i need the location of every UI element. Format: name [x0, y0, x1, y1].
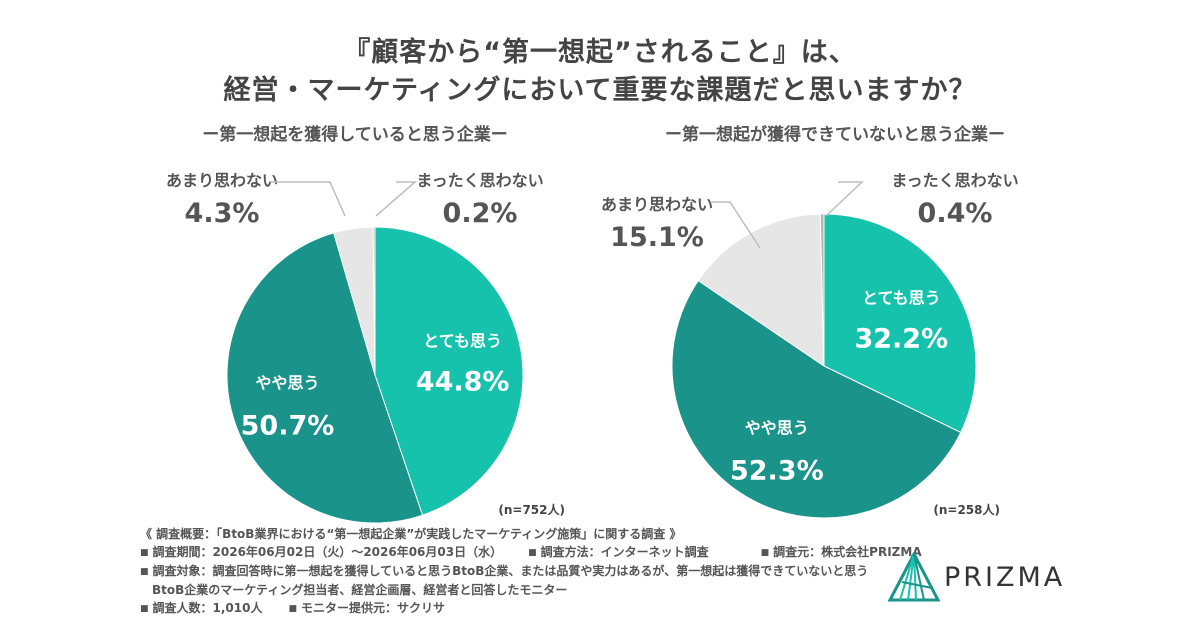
slice-value-not-much: 4.3% — [185, 198, 260, 229]
slice-label-not-much: あまり思わない — [601, 195, 713, 214]
survey-overview: 《 調査概要：「BtoB業界における“第一想起企業”が実践したマーケティング施策… — [140, 527, 682, 541]
slice-label-not-much: あまり思わない — [166, 171, 278, 190]
slice-label-somewhat: やや思う — [255, 374, 319, 393]
slice-value-very: 32.2% — [854, 324, 948, 355]
slice-value-not-much: 15.1% — [610, 222, 704, 253]
logo-text: PRIZMA — [944, 562, 1066, 593]
pie-slice-somewhat — [226, 232, 424, 524]
survey-row-target: ■ 調査対象：調査回答時に第一想起を獲得していると思うBtoB企業、または品質や実… — [140, 562, 880, 581]
slice-value-not-at-all: 0.4% — [918, 198, 993, 229]
chart-title: ー第一想起が獲得できていないと思う企業ー — [665, 124, 1005, 145]
slice-label-not-at-all: まったく思わない — [416, 171, 543, 190]
survey-method: 調査方法：インターネット調査 — [540, 545, 709, 559]
pie-slice-somewhat — [671, 279, 962, 519]
survey-row-count: ■ 調査人数：1,010人 ■ モニター提供元：サクリサ — [140, 599, 880, 618]
leader-line-not-at-all — [375, 181, 418, 217]
bullet-icon: ■ — [760, 548, 770, 558]
leader-line-not-much — [710, 201, 761, 249]
pie-chart-left: ー第一想起を獲得していると思う企業ーとても思う 44.8% やや思う 50.7% あまり… — [60, 118, 600, 528]
sample-size-note: (n=752人) — [498, 502, 565, 517]
leader-line-not-much — [270, 181, 346, 217]
slice-value-not-at-all: 0.2% — [443, 198, 518, 229]
bullet-icon: ■ — [140, 567, 149, 577]
pie-slice-very — [823, 213, 977, 434]
pie-slice-very — [374, 226, 524, 516]
prism-logo-icon — [888, 552, 940, 602]
sample-size-note: (n=258人) — [933, 502, 1000, 517]
leader-line-not-at-all — [825, 181, 864, 217]
slice-value-somewhat: 50.7% — [241, 411, 335, 442]
survey-source: 調査元：株式会社PRIZMA — [773, 545, 922, 559]
pie-slice-not-at-all — [372, 226, 376, 376]
slice-label-somewhat: やや思う — [745, 419, 809, 438]
bullet-icon: ■ — [140, 604, 149, 614]
pie-slice-not-at-all — [819, 213, 825, 367]
bullet-icon: ■ — [140, 548, 149, 558]
survey-count: 調査人数：1,010人 — [152, 601, 263, 615]
prizma-logo: PRIZMA — [888, 548, 1068, 608]
bullet-icon: ■ — [528, 548, 537, 558]
survey-row-period: ■ 調査期間：2026年06月02日（火）〜2026年06月03日（水） ■ 調査方法… — [140, 543, 922, 562]
survey-footer: 《 調査概要：「BtoB業界における“第一想起企業”が実践したマーケティング施策… — [140, 525, 922, 618]
survey-target-line-1: 調査対象：調査回答時に第一想起を獲得していると思うBtoB企業、または品質や実力… — [152, 564, 869, 578]
survey-provider: モニター提供元：サクリサ — [301, 601, 446, 615]
pie-slice-not-much — [697, 213, 825, 367]
title-line-1: 『顧客から“第一想起”されること』は、 — [343, 37, 857, 68]
bullet-icon: ■ — [288, 604, 297, 614]
slice-label-not-at-all: まったく思わない — [891, 171, 1018, 190]
slice-value-somewhat: 52.3% — [730, 456, 824, 487]
slice-label-very: とても思う — [423, 332, 502, 351]
slice-label-very: とても思う — [862, 289, 941, 308]
survey-period: 調査期間：2026年06月02日（火）〜2026年06月03日（水） — [152, 545, 503, 559]
survey-target-line-2: BtoB企業のマーケティング担当者、経営企画層、経営者と回答したモニター — [152, 583, 568, 597]
pie-chart-right: ー第一想起が獲得できていないと思う企業ーとても思う 32.2% やや思う 52.3% あ… — [600, 118, 1140, 528]
title-line-2: 経営・マーケティングにおいて重要な課題だと思いますか？ — [223, 75, 977, 106]
chart-title: ー第一想起を獲得していると思う企業ー — [202, 124, 508, 145]
slice-value-very: 44.8% — [416, 367, 510, 398]
